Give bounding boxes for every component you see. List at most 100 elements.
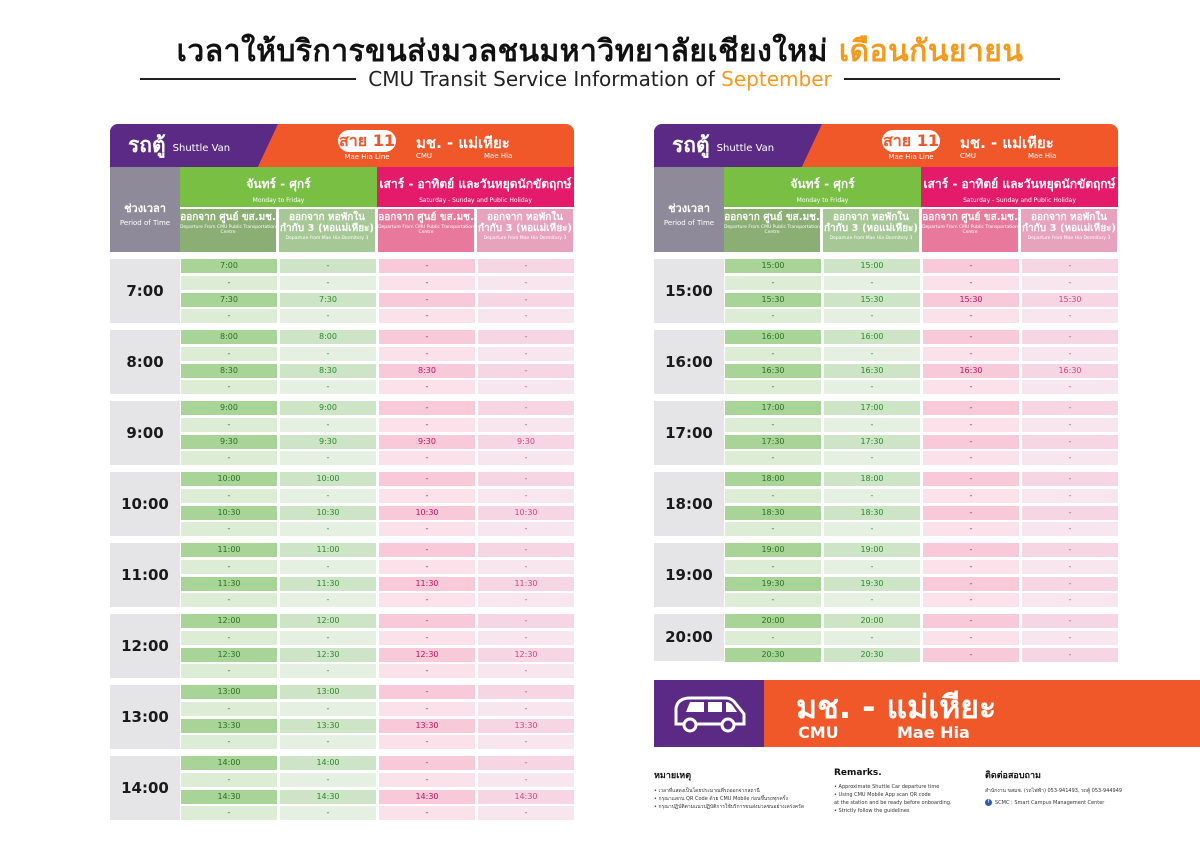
van-icon bbox=[654, 680, 764, 747]
time-cell: - bbox=[379, 276, 475, 290]
time-cell: - bbox=[478, 702, 574, 716]
route-from-en: CMU bbox=[416, 152, 433, 160]
hour-block: 7:00 7:00- - - - - - -7:30 7:30- - - - - - bbox=[110, 259, 574, 323]
time-cell: 12:00 bbox=[181, 614, 277, 628]
time-cell: - bbox=[923, 401, 1019, 415]
subtitle-month: September bbox=[721, 67, 832, 91]
time-cell: - bbox=[1022, 543, 1118, 557]
banner-to: Mae Hia bbox=[897, 723, 970, 742]
route-name: มช. - แม่เหียะ bbox=[416, 134, 510, 152]
time-cell: 13:00 bbox=[280, 685, 376, 699]
time-cell: - bbox=[824, 276, 920, 290]
time-cell: 14:30 bbox=[181, 790, 277, 804]
time-cell: 10:30 bbox=[478, 506, 574, 520]
time-cell: 8:00 bbox=[280, 330, 376, 344]
hour-label: 8:00 bbox=[110, 330, 180, 394]
time-cell: - bbox=[725, 489, 821, 503]
time-cell: 11:30 bbox=[280, 577, 376, 591]
period-label-th: ช่วงเวลา bbox=[124, 202, 166, 215]
time-cell: - bbox=[923, 418, 1019, 432]
depart-dorm-label-en: Departure from Mae Hia Dormitory 3 bbox=[829, 236, 913, 241]
time-cell: - bbox=[181, 806, 277, 820]
time-cell: 12:30 bbox=[280, 648, 376, 662]
subtitle-text: CMU Transit Service Information of bbox=[368, 67, 715, 91]
time-cell: - bbox=[181, 735, 277, 749]
time-cell: - bbox=[181, 631, 277, 645]
time-cell: 15:00 bbox=[824, 259, 920, 273]
hour-label: 14:00 bbox=[110, 756, 180, 820]
time-cell: - bbox=[379, 347, 475, 361]
depart-dorm-label-th: ออกจาก หอพักในกำกับ 3 (หอแม่เหียะ) bbox=[477, 212, 572, 234]
time-cell: - bbox=[280, 593, 376, 607]
time-cell: 17:30 bbox=[824, 435, 920, 449]
vehicle-type-th: รถตู้ bbox=[128, 133, 166, 157]
hour-block: 12:00 12:00 12:00- - - - - -12:30 12:30 12:30 12:3… bbox=[110, 614, 574, 678]
time-cell: 18:00 bbox=[824, 472, 920, 486]
time-cell: - bbox=[379, 380, 475, 394]
column-depart-center: ออกจาก ศูนย์ ขส.มช. Departure From CMU Pu… bbox=[378, 209, 474, 252]
hour-label: 7:00 bbox=[110, 259, 180, 323]
time-cell: - bbox=[923, 347, 1019, 361]
time-cell: - bbox=[923, 506, 1019, 520]
hour-block: 14:00 14:00 14:00- - - - - -14:30 14:30 14:30 14:3… bbox=[110, 756, 574, 820]
time-cell: - bbox=[379, 401, 475, 415]
divider bbox=[140, 78, 357, 80]
time-cell: 20:30 bbox=[725, 648, 821, 662]
hour-label: 13:00 bbox=[110, 685, 180, 749]
line-name-en: Mae Hia Line bbox=[888, 153, 934, 161]
time-cell: - bbox=[923, 631, 1019, 645]
time-cell: - bbox=[280, 451, 376, 465]
time-cell: 11:00 bbox=[280, 543, 376, 557]
weekend-label-en: Saturday - Sunday and Public Holiday bbox=[963, 197, 1076, 204]
hour-block: 13:00 13:00 13:00- - - - - -13:30 13:30 13:30 13:3… bbox=[110, 685, 574, 749]
depart-center-label-th: ออกจาก ศูนย์ ขส.มช. bbox=[922, 212, 1018, 223]
time-cell: - bbox=[280, 489, 376, 503]
time-cell: - bbox=[923, 451, 1019, 465]
hour-block: 17:00 17:00 17:00- - - - - -17:30 17:30- - - - - - bbox=[654, 401, 1118, 465]
time-cell: 8:30 bbox=[181, 364, 277, 378]
time-cell: - bbox=[1022, 648, 1118, 662]
title-month: เดือนกันยายน bbox=[838, 34, 1024, 69]
remarks-heading: Remarks. bbox=[834, 768, 882, 778]
depart-center-label-th: ออกจาก ศูนย์ ขส.มช. bbox=[724, 212, 820, 223]
column-period: ช่วงเวลา Period of Time bbox=[654, 167, 724, 252]
contact-facebook[interactable]: f SCMC : Smart Campus Management Center bbox=[985, 799, 1185, 807]
time-cell: - bbox=[280, 347, 376, 361]
time-cell: 9:00 bbox=[280, 401, 376, 415]
hour-label: 10:00 bbox=[110, 472, 180, 536]
time-cell: - bbox=[725, 347, 821, 361]
time-cell: - bbox=[379, 685, 475, 699]
time-cell: - bbox=[478, 401, 574, 415]
time-cell: - bbox=[379, 773, 475, 787]
time-cell: 20:00 bbox=[725, 614, 821, 628]
time-cell: - bbox=[1022, 451, 1118, 465]
contact-info: ติดต่อสอบถาม สำนักงาน ขสมช. (รถไฟฟ้า) 05… bbox=[985, 768, 1185, 807]
route-to-en: Mae Hia bbox=[484, 152, 513, 160]
time-cell: - bbox=[824, 631, 920, 645]
time-cell: - bbox=[181, 489, 277, 503]
time-cell: 13:00 bbox=[181, 685, 277, 699]
hour-block: 10:00 10:00 10:00- - - - - -10:30 10:30 10:30 10:3… bbox=[110, 472, 574, 536]
time-cell: - bbox=[181, 380, 277, 394]
time-cell: 15:30 bbox=[824, 293, 920, 307]
time-cell: 9:30 bbox=[478, 435, 574, 449]
time-cell: 15:30 bbox=[923, 293, 1019, 307]
time-cell: 10:30 bbox=[181, 506, 277, 520]
divider bbox=[843, 78, 1061, 80]
time-cell: - bbox=[379, 756, 475, 770]
time-cell: 19:00 bbox=[824, 543, 920, 557]
time-cell: - bbox=[478, 685, 574, 699]
hour-label: 15:00 bbox=[654, 259, 724, 323]
weekday-label-en: Monday to Friday bbox=[796, 197, 849, 204]
time-cell: - bbox=[824, 451, 920, 465]
time-cell: - bbox=[181, 560, 277, 574]
time-cell: - bbox=[379, 451, 475, 465]
time-cell: 8:30 bbox=[379, 364, 475, 378]
column-period: ช่วงเวลา Period of Time bbox=[110, 167, 180, 252]
hour-block: 9:00 9:00 9:00- - - - - -9:30 9:30 9:30 9:30- - - - bbox=[110, 401, 574, 465]
time-cell: - bbox=[280, 631, 376, 645]
time-cell: 11:30 bbox=[379, 577, 475, 591]
time-cell: - bbox=[923, 648, 1019, 662]
time-cell: - bbox=[280, 560, 376, 574]
time-cell: - bbox=[923, 276, 1019, 290]
